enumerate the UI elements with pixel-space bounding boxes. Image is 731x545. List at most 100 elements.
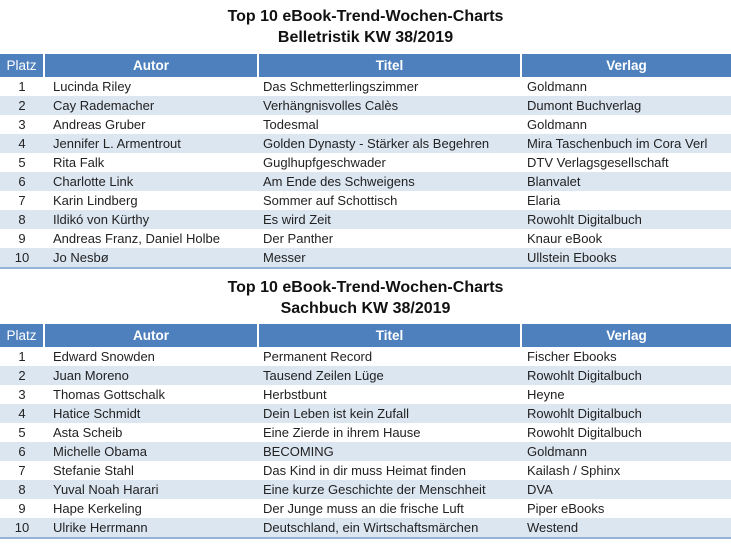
column-header-titel: Titel (258, 324, 522, 347)
table-row: 5 Rita Falk Guglhupfgeschwader DTV Verlagsg… (0, 153, 731, 172)
table-row: 5 Asta Scheib Eine Zierde in ihrem Hause Ro… (0, 423, 731, 442)
cell-autor: Karin Lindberg (53, 193, 138, 208)
cell-autor: Michelle Obama (44, 442, 258, 461)
cell-autor: Andreas Gruber (53, 117, 146, 132)
table-row: 3 Thomas Gottschalk Herbstbunt Heyne (0, 385, 731, 404)
sachbuch-table-header: Platz Autor Titel Verlag (0, 324, 731, 347)
column-header-platz: Platz (0, 54, 45, 77)
cell-platz: 7 (18, 193, 26, 208)
table-row: 9 Hape Kerkeling Der Junge muss an die fri… (0, 499, 731, 518)
cell-verlag: Rowohlt Digitalbuch (521, 404, 731, 423)
cell-platz: 4 (0, 404, 44, 423)
cell-titel: Am Ende des Schweigens (258, 172, 521, 191)
column-header-verlag: Verlag (521, 54, 731, 77)
cell-autor: Andreas Franz, Daniel Holbe (53, 231, 220, 246)
cell-autor: Yuval Noah Harari (44, 480, 258, 499)
column-header-autor: Autor (44, 54, 259, 77)
cell-verlag: Mira Taschenbuch im Cora Verl (521, 134, 731, 153)
cell-titel: Der Junge muss an die frische Luft (263, 501, 464, 516)
cell-platz: 5 (18, 155, 26, 170)
column-header-verlag: Verlag (521, 324, 731, 347)
cell-verlag: Westend (521, 518, 731, 538)
table-row: 8 Yuval Noah Harari Eine kurze Geschichte … (0, 480, 731, 499)
table-row: 6 Michelle Obama BECOMING Goldmann (0, 442, 731, 461)
cell-titel: Das Schmetterlingszimmer (263, 79, 419, 94)
cell-autor: Stefanie Stahl (53, 463, 134, 478)
cell-verlag: Blanvalet (521, 172, 731, 191)
cell-platz: 9 (18, 231, 26, 246)
cell-autor: Asta Scheib (53, 425, 123, 440)
cell-verlag: DTV Verlagsgesellschaft (527, 155, 669, 170)
cell-titel: Todesmal (263, 117, 319, 132)
cell-autor: Lucinda Riley (53, 79, 132, 94)
table-title-line2: Belletristik KW 38/2019 (277, 29, 454, 46)
table-row: 10 Ulrike Herrmann Deutschland, ein Wirtsc… (0, 518, 731, 538)
cell-titel: Eine kurze Geschichte der Menschheit (258, 480, 521, 499)
cell-titel: Messer (258, 248, 521, 268)
cell-platz: 1 (18, 349, 26, 364)
cell-titel: Das Kind in dir muss Heimat finden (263, 463, 467, 478)
cell-verlag: Knaur eBook (527, 231, 603, 246)
cell-platz: 10 (0, 518, 44, 538)
column-header-autor: Autor (44, 324, 259, 347)
table-title-line1: Top 10 eBook-Trend-Wochen-Charts (227, 279, 504, 296)
cell-autor: Hatice Schmidt (44, 404, 258, 423)
table-row: 4 Hatice Schmidt Dein Leben ist kein Zufal… (0, 404, 731, 423)
table-row: 7 Karin Lindberg Sommer auf Schottisch Elar… (0, 191, 731, 210)
cell-platz: 9 (18, 501, 26, 516)
cell-autor: Charlotte Link (44, 172, 258, 191)
belletristik-table: Platz Autor Titel Verlag 1 Lucinda Riley D… (0, 54, 731, 269)
sachbuch-table-body: 1 Edward Snowden Permanent Record Fischer E… (0, 347, 731, 538)
cell-autor: Ulrike Herrmann (44, 518, 258, 538)
table-row: 7 Stefanie Stahl Das Kind in dir muss Heim… (0, 461, 731, 480)
cell-titel: Verhängnisvolles Calès (258, 96, 521, 115)
table-title-line1: Top 10 eBook-Trend-Wochen-Charts (227, 8, 504, 25)
cell-platz: 2 (0, 366, 44, 385)
belletristik-table-body: 1 Lucinda Riley Das Schmetterlingszimmer Go… (0, 77, 731, 268)
cell-verlag: Rowohlt Digitalbuch (521, 210, 731, 229)
table-row: 2 Cay Rademacher Verhängnisvolles Calès Dum… (0, 96, 731, 115)
table-title-line2: Sachbuch KW 38/2019 (280, 300, 451, 317)
cell-autor: Hape Kerkeling (53, 501, 142, 516)
sachbuch-title-block: Top 10 eBook-Trend-Wochen-Charts Sachbuc… (0, 269, 731, 324)
cell-autor: Cay Rademacher (44, 96, 258, 115)
cell-titel: Eine Zierde in ihrem Hause (263, 425, 421, 440)
cell-verlag: Dumont Buchverlag (521, 96, 731, 115)
cell-autor: Jo Nesbø (44, 248, 258, 268)
belletristik-table-header: Platz Autor Titel Verlag (0, 54, 731, 77)
cell-verlag: Goldmann (527, 79, 587, 94)
cell-titel: Der Panther (263, 231, 334, 246)
cell-platz: 1 (18, 79, 26, 94)
cell-platz: 3 (18, 117, 26, 132)
cell-titel: Tausend Zeilen Lüge (258, 366, 521, 385)
table-row: 1 Edward Snowden Permanent Record Fischer E… (0, 347, 731, 366)
table-row: 9 Andreas Franz, Daniel Holbe Der Panther K… (0, 229, 731, 248)
cell-autor: Rita Falk (53, 155, 105, 170)
cell-verlag: Kailash / Sphinx (527, 463, 621, 478)
cell-platz: 5 (18, 425, 26, 440)
cell-titel: Golden Dynasty - Stärker als Begehren (258, 134, 521, 153)
cell-platz: 3 (18, 387, 26, 402)
cell-autor: Thomas Gottschalk (53, 387, 165, 402)
cell-verlag: Goldmann (527, 117, 587, 132)
cell-verlag: Elaria (527, 193, 561, 208)
cell-autor: Jennifer L. Armentrout (44, 134, 258, 153)
cell-platz: 6 (0, 172, 44, 191)
column-header-platz: Platz (0, 324, 45, 347)
cell-verlag: Piper eBooks (527, 501, 605, 516)
cell-titel: Sommer auf Schottisch (263, 193, 398, 208)
header-row: Platz Autor Titel Verlag (0, 324, 731, 347)
cell-titel: Guglhupfgeschwader (263, 155, 386, 170)
cell-titel: Dein Leben ist kein Zufall (258, 404, 521, 423)
cell-platz: 6 (0, 442, 44, 461)
cell-platz: 10 (0, 248, 44, 268)
table-row: 1 Lucinda Riley Das Schmetterlingszimmer Go… (0, 77, 731, 96)
cell-verlag: Ullstein Ebooks (521, 248, 731, 268)
table-row: 2 Juan Moreno Tausend Zeilen Lüge Rowohlt D… (0, 366, 731, 385)
cell-platz: 8 (0, 210, 44, 229)
cell-verlag: Fischer Ebooks (527, 349, 617, 364)
cell-verlag: DVA (521, 480, 731, 499)
cell-verlag: Rowohlt Digitalbuch (521, 366, 731, 385)
cell-platz: 8 (0, 480, 44, 499)
